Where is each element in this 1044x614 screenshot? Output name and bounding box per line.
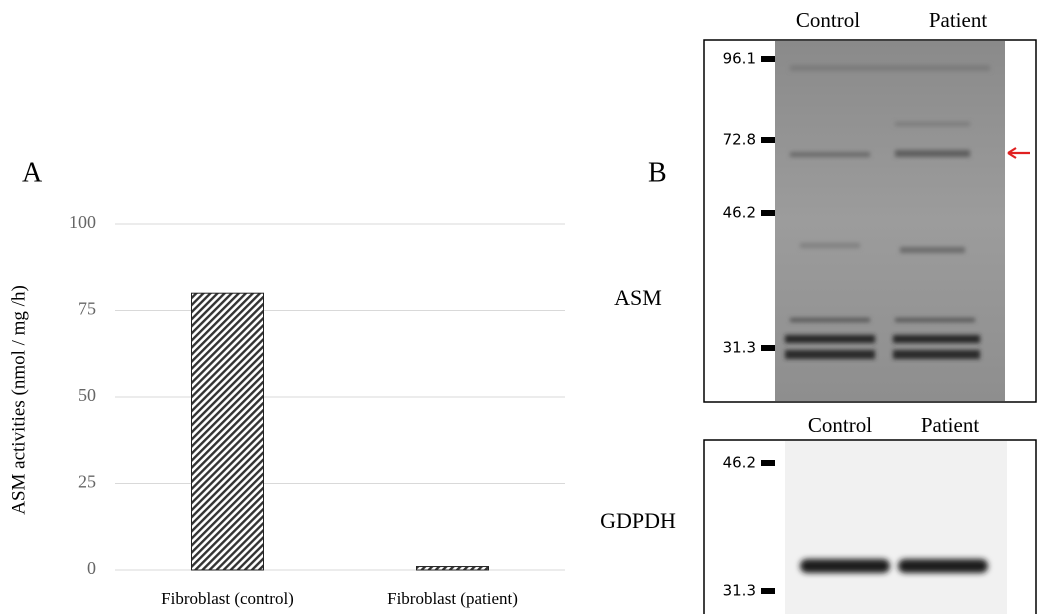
marker-label: 96.1 (723, 50, 756, 68)
marker-tick (761, 345, 775, 351)
x-tick-label: Fibroblast (control) (161, 589, 294, 608)
marker-label: 31.3 (723, 339, 756, 357)
marker-tick (761, 588, 775, 594)
lane-label: Patient (921, 413, 979, 437)
y-tick-label: 25 (78, 472, 96, 492)
gel (775, 41, 1005, 401)
panel-label: B (648, 157, 667, 188)
y-axis-label: ASM activities (nmol / mg /h) (8, 285, 29, 515)
bar (192, 293, 264, 570)
marker-tick (761, 210, 775, 216)
lane-label: Control (808, 413, 872, 437)
lane-label: Patient (929, 8, 987, 32)
marker-label: 72.8 (723, 131, 756, 149)
marker-tick (761, 460, 775, 466)
y-tick-label: 50 (78, 385, 96, 405)
bar (417, 567, 489, 570)
y-tick-label: 75 (78, 299, 96, 319)
marker-label: 46.2 (723, 454, 756, 472)
marker-label: 46.2 (723, 204, 756, 222)
blot-protein-label: ASM (614, 285, 662, 310)
gel (785, 441, 1007, 614)
marker-tick (761, 56, 775, 62)
y-tick-label: 0 (87, 558, 96, 578)
marker-tick (761, 137, 775, 143)
y-tick-label: 100 (69, 212, 96, 232)
blot-protein-label: GDPDH (600, 508, 676, 533)
marker-label: 31.3 (723, 582, 756, 600)
figure: A ASM activities (nmol / mg /h) B 0 25 50 7… (0, 0, 1044, 614)
panel-label: A (22, 157, 43, 188)
lane-label: Control (796, 8, 860, 32)
x-tick-label: Fibroblast (patient) (387, 589, 518, 608)
